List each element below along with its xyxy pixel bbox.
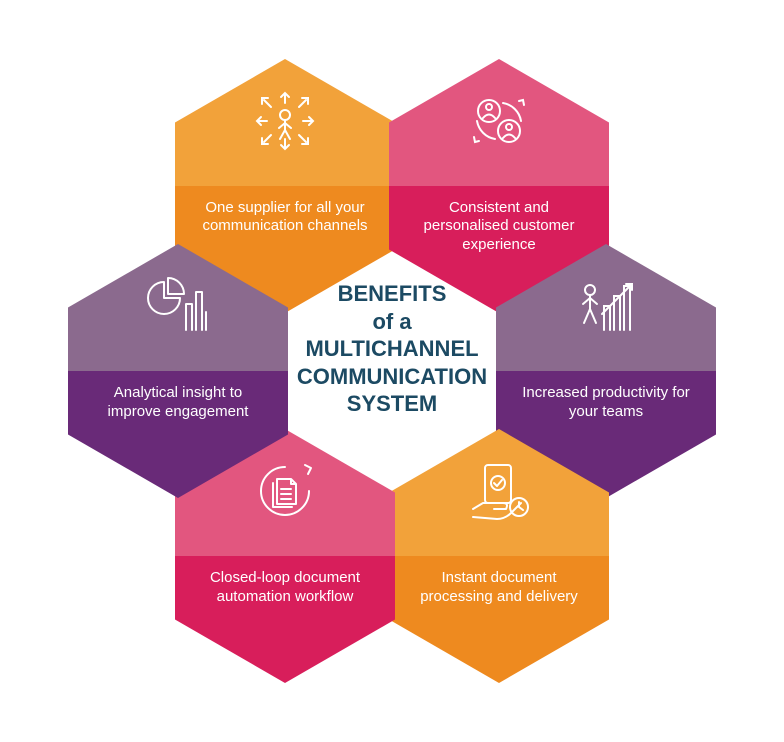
- hex-increased-productivity: Increased productivity for your teams: [496, 244, 716, 498]
- hex-closed-loop: Closed-loop document automation workflow: [175, 429, 395, 683]
- hexagon-shape: [68, 244, 288, 498]
- hexagon-shape: [496, 244, 716, 498]
- center-title-line: of a: [262, 308, 522, 336]
- person-arrows-icon: [175, 89, 395, 153]
- hexagon-shape: [175, 59, 395, 313]
- hex-instant-delivery: Instant document processing and delivery: [389, 429, 609, 683]
- hexagon-shape: [175, 429, 395, 683]
- hex-label: Closed-loop document automation workflow: [175, 569, 395, 607]
- center-title-line: COMMUNICATION: [262, 363, 522, 391]
- people-sync-icon: [389, 89, 609, 153]
- hexagon-shape: [389, 429, 609, 683]
- hex-label: Analytical insight to improve engagement: [68, 384, 288, 422]
- pie-bars-icon: [68, 274, 288, 338]
- center-title: BENEFITSof aMULTICHANNELCOMMUNICATIONSYS…: [262, 280, 522, 418]
- hex-label: Instant document processing and delivery: [389, 569, 609, 607]
- hexagon-shape: [389, 59, 609, 313]
- center-title-line: BENEFITS: [262, 280, 522, 308]
- center-title-line: SYSTEM: [262, 390, 522, 418]
- hex-label: One supplier for all your communication …: [175, 199, 395, 237]
- hex-one-supplier: One supplier for all your communication …: [175, 59, 395, 313]
- person-chart-icon: [496, 274, 716, 338]
- doc-cycle-icon: [175, 459, 395, 523]
- hex-consistent-experience: Consistent and personalised customer exp…: [389, 59, 609, 313]
- hex-label: Consistent and personalised customer exp…: [389, 199, 609, 255]
- hand-device-clock-icon: [389, 459, 609, 523]
- hex-analytical-insight: Analytical insight to improve engagement: [68, 244, 288, 498]
- hex-label: Increased productivity for your teams: [496, 384, 716, 422]
- center-title-line: MULTICHANNEL: [262, 335, 522, 363]
- infographic-stage: BENEFITSof aMULTICHANNELCOMMUNICATIONSYS…: [0, 0, 784, 742]
